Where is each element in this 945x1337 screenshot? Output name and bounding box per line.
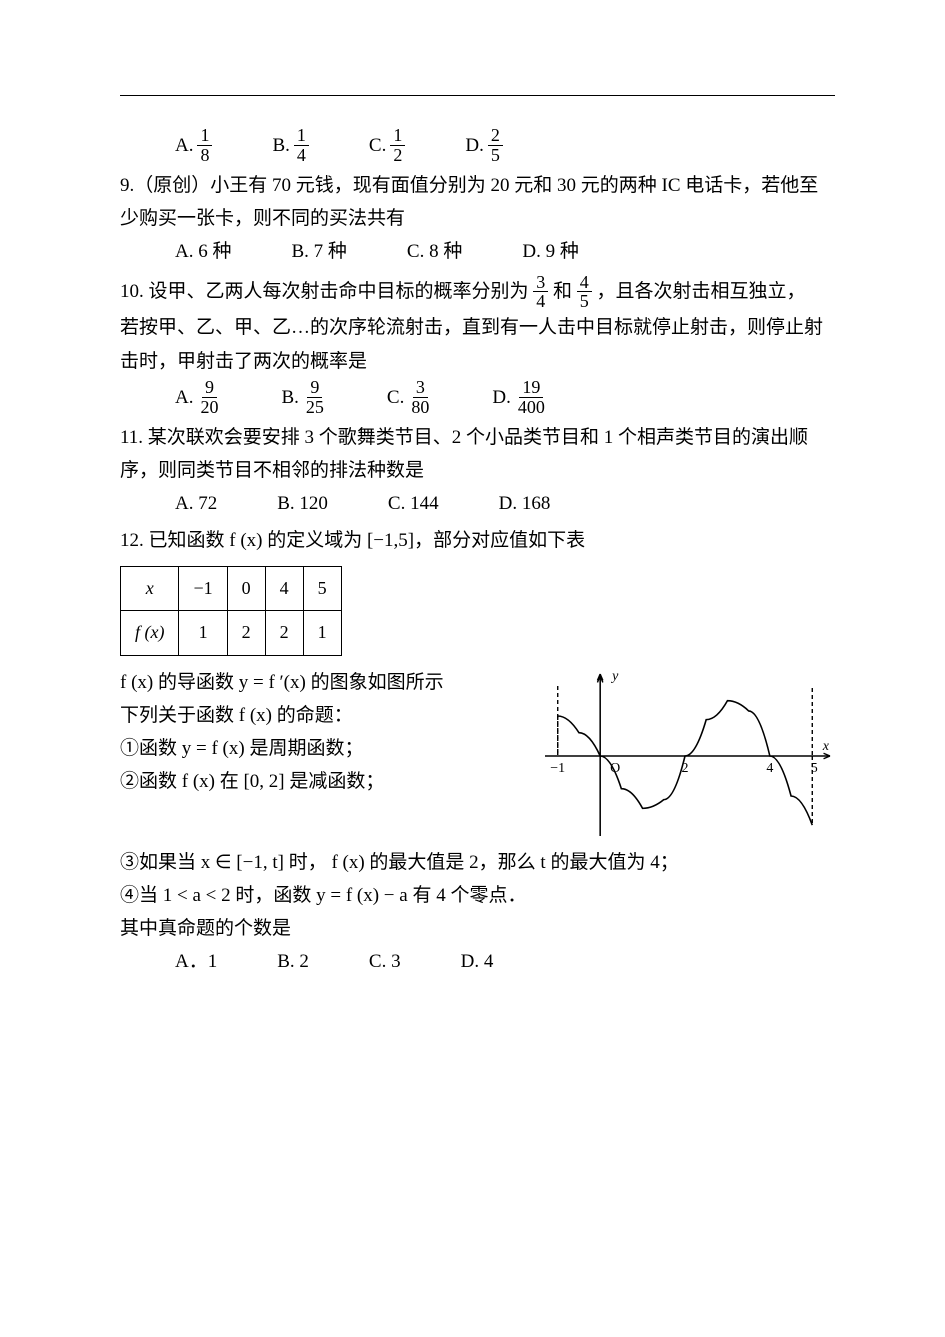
derivative-graph: −1 O 2 4 5 y x	[535, 666, 835, 846]
choice-label: A.	[175, 381, 193, 414]
q12-graph-row: f (x) 的导函数 y = f ′(x) 的图象如图所示 下列关于函数 f (…	[120, 666, 835, 846]
q9-choice-d: D. 9 种	[522, 235, 578, 268]
q11-choice-a: A. 72	[175, 487, 217, 520]
q12-prop2: ②函数 f (x) 在 [0, 2] 是减函数；	[120, 765, 525, 798]
q9-choices: A. 6 种 B. 7 种 C. 8 种 D. 9 种	[120, 235, 835, 268]
q12-table: x −1 0 4 5 f (x) 1 2 2 1	[120, 566, 342, 656]
table-row: x −1 0 4 5	[121, 566, 342, 611]
q12-line1: f (x) 的导函数 y = f ′(x) 的图象如图所示	[120, 666, 525, 699]
fraction: 1 8	[197, 126, 212, 165]
fraction: 4 5	[577, 273, 592, 312]
q10-choice-c: C. 3 80	[387, 378, 432, 417]
fraction: 2 5	[488, 126, 503, 165]
svg-text:y: y	[610, 669, 619, 684]
fraction: 3 80	[408, 378, 432, 417]
q10-stem-a: 10. 设甲、乙两人每次射击命中目标的概率分别为	[120, 280, 529, 301]
q12-choice-a: A．1	[175, 945, 217, 978]
choice-label: D.	[465, 129, 483, 162]
choice-label: B.	[281, 381, 298, 414]
svg-text:2: 2	[682, 761, 689, 776]
q10: 10. 设甲、乙两人每次射击命中目标的概率分别为 3 4 和 4 5 ，且各次射…	[120, 273, 835, 417]
q11-choice-c: C. 144	[388, 487, 439, 520]
q10-mid: 和	[553, 280, 572, 301]
svg-text:−1: −1	[550, 761, 565, 776]
exam-page: A. 1 8 B. 1 4 C. 1 2 D. 2 5	[0, 0, 945, 1099]
q9: 9.（原创）小王有 70 元钱，现有面值分别为 20 元和 30 元的两种 IC…	[120, 169, 835, 269]
fraction: 1 4	[294, 126, 309, 165]
q12-choice-d: D. 4	[461, 945, 494, 978]
cell: −1	[179, 566, 227, 611]
cell: 2	[227, 611, 265, 656]
q10-stem-b: ，且各次射击相互独立，	[597, 280, 806, 301]
q11-stem: 11. 某次联欢会要安排 3 个歌舞类节目、2 个小品类节目和 1 个相声类节目…	[120, 421, 835, 488]
q10-choice-b: B. 9 25	[281, 378, 326, 417]
cell: 5	[303, 566, 341, 611]
table-row: f (x) 1 2 2 1	[121, 611, 342, 656]
q12-stem: 12. 已知函数 f (x) 的定义域为 [−1,5]，部分对应值如下表	[120, 524, 835, 557]
cell: 2	[265, 611, 303, 656]
q9-choice-b: B. 7 种	[291, 235, 346, 268]
q12-tail: 其中真命题的个数是	[120, 912, 835, 945]
q8-choice-d: D. 2 5	[465, 126, 502, 165]
fraction: 9 20	[197, 378, 221, 417]
q11-choices: A. 72 B. 120 C. 144 D. 168	[120, 487, 835, 520]
q12-line2: 下列关于函数 f (x) 的命题：	[120, 699, 525, 732]
q12-prop1: ①函数 y = f (x) 是周期函数；	[120, 732, 525, 765]
choice-label: B.	[272, 129, 289, 162]
svg-text:O: O	[610, 761, 620, 776]
q12: 12. 已知函数 f (x) 的定义域为 [−1,5]，部分对应值如下表 x −…	[120, 524, 835, 978]
q11-choice-b: B. 120	[277, 487, 328, 520]
fraction: 1 2	[390, 126, 405, 165]
q10-stem-c: 若按甲、乙、甲、乙…的次序轮流射击，直到有一人击中目标就停止射击，则停止射击时，…	[120, 311, 835, 378]
q12-choices: A．1 B. 2 C. 3 D. 4	[120, 945, 835, 978]
fraction: 9 25	[303, 378, 327, 417]
svg-text:4: 4	[766, 761, 773, 776]
q12-stem-text: 12. 已知函数 f (x) 的定义域为 [−1,5]，部分对应值如下表	[120, 530, 585, 551]
cell: x	[121, 566, 179, 611]
fraction: 19 400	[515, 378, 548, 417]
q10-choice-a: A. 9 20	[175, 378, 221, 417]
q9-choice-a: A. 6 种	[175, 235, 231, 268]
choice-label: A.	[175, 129, 193, 162]
q9-choice-c: C. 8 种	[407, 235, 462, 268]
q12-choice-b: B. 2	[277, 945, 309, 978]
choice-label: C.	[387, 381, 404, 414]
choice-label: C.	[369, 129, 386, 162]
q11-choice-d: D. 168	[499, 487, 551, 520]
q12-prop3: ③如果当 x ∈ [−1, t] 时， f (x) 的最大值是 2，那么 t 的…	[120, 846, 835, 879]
cell: f (x)	[121, 611, 179, 656]
q10-choice-d: D. 19 400	[492, 378, 547, 417]
svg-text:x: x	[822, 739, 830, 754]
cell: 0	[227, 566, 265, 611]
cell: 4	[265, 566, 303, 611]
cell: 1	[303, 611, 341, 656]
q10-choices: A. 9 20 B. 9 25 C. 3 80	[120, 378, 835, 417]
q8-choice-c: C. 1 2	[369, 126, 405, 165]
q8-choices: A. 1 8 B. 1 4 C. 1 2 D. 2 5	[120, 126, 835, 165]
q12-choice-c: C. 3	[369, 945, 401, 978]
choice-label: D.	[492, 381, 510, 414]
q12-prop4: ④当 1 < a < 2 时，函数 y = f (x) − a 有 4 个零点．	[120, 879, 835, 912]
q12-text-column: f (x) 的导函数 y = f ′(x) 的图象如图所示 下列关于函数 f (…	[120, 666, 525, 799]
cell: 1	[179, 611, 227, 656]
q8-choice-b: B. 1 4	[272, 126, 308, 165]
svg-text:5: 5	[811, 761, 818, 776]
q11: 11. 某次联欢会要安排 3 个歌舞类节目、2 个小品类节目和 1 个相声类节目…	[120, 421, 835, 521]
top-rule	[120, 95, 835, 96]
q8-choice-a: A. 1 8	[175, 126, 212, 165]
fraction: 3 4	[533, 273, 548, 312]
q9-stem: 9.（原创）小王有 70 元钱，现有面值分别为 20 元和 30 元的两种 IC…	[120, 169, 835, 236]
q10-stem: 10. 设甲、乙两人每次射击命中目标的概率分别为 3 4 和 4 5 ，且各次射…	[120, 273, 835, 312]
